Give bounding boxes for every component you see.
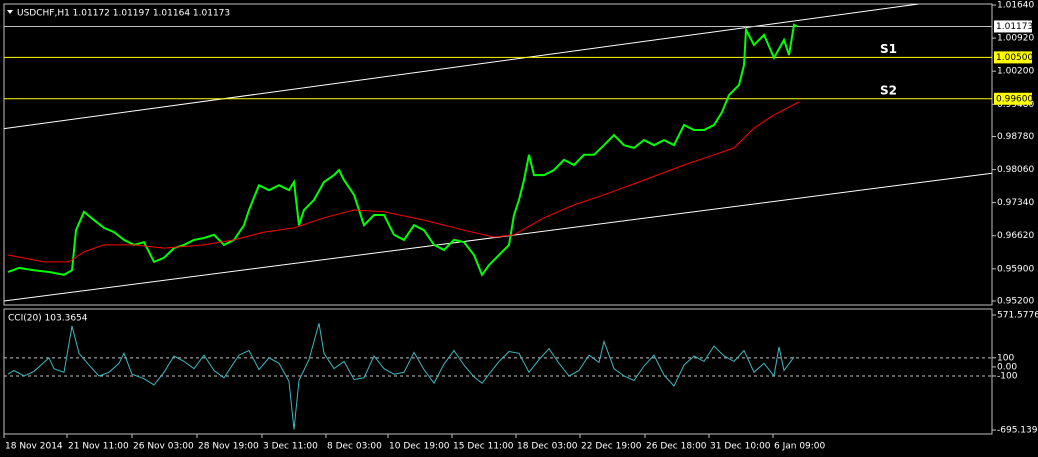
trend-line [4, 4, 919, 130]
series-line [7, 323, 795, 430]
y-tick-label: 0.95200 [997, 297, 1034, 307]
plot-area [4, 323, 992, 430]
y-tick-label: 0.97340 [997, 198, 1034, 208]
x-tick-label: 26 Dec 18:00 [646, 442, 707, 452]
y-tick-label: 1.00200 [997, 67, 1034, 77]
y-tick-label: 571.5776 [997, 311, 1038, 321]
panel-frame [3, 3, 993, 306]
x-tick-label: 18 Nov 2014 [5, 442, 63, 452]
price-label-box [994, 20, 1032, 33]
y-tick-label: 0.96620 [997, 231, 1034, 241]
plot-area [4, 4, 992, 302]
x-tick-label: 8 Dec 03:00 [327, 442, 382, 452]
panel-frame [3, 308, 993, 435]
y-tick-label: 100 [997, 353, 1014, 363]
y-tick-label: 0.98060 [997, 165, 1034, 175]
price-label: 1.00500 [996, 53, 1033, 63]
series-line [7, 101, 800, 263]
y-tick-label: -100 [997, 371, 1018, 381]
x-tick-label: 21 Nov 11:00 [68, 442, 129, 452]
panel-title: USDCHF,H1 1.01172 1.01197 1.01164 1.0117… [17, 9, 230, 19]
y-tick-label: 0.00 [997, 362, 1017, 372]
y-tick-label: -695.1398 [997, 426, 1038, 436]
x-tick-label: 10 Dec 19:00 [389, 442, 450, 452]
y-tick-label: 0.95900 [997, 264, 1034, 274]
x-tick-label: 18 Dec 03:00 [517, 442, 578, 452]
price-label: 0.99600 [996, 94, 1033, 104]
x-tick-label: 28 Nov 19:00 [198, 442, 259, 452]
x-tick-label: 31 Dec 10:00 [710, 442, 771, 452]
x-tick-label: 15 Dec 11:00 [453, 442, 514, 452]
x-tick-label: 6 Jan 09:00 [774, 442, 826, 452]
y-tick-label: 0.98780 [997, 132, 1034, 142]
y-tick-label: 0.99480 [997, 100, 1034, 110]
x-tick-label: 26 Nov 03:00 [133, 442, 194, 452]
series-line [7, 23, 798, 277]
x-tick-label: 3 Dec 11:00 [263, 442, 318, 452]
price-label: 1.01173 [996, 22, 1033, 32]
line-label: S1 [880, 42, 897, 56]
price-label-box [994, 51, 1032, 64]
x-tick-label: 22 Dec 19:00 [581, 442, 642, 452]
line-label: S2 [880, 83, 897, 97]
y-tick-label: 1.01640 [997, 1, 1034, 11]
panel-title: CCI(20) 103.3654 [8, 314, 88, 324]
menu-arrow [7, 10, 13, 14]
y-tick-label: 1.00920 [997, 34, 1034, 44]
price-label-box [994, 92, 1032, 105]
